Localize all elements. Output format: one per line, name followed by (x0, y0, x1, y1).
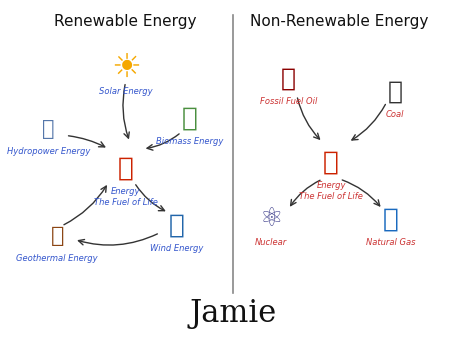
Text: 🍃: 🍃 (182, 106, 198, 132)
Text: Wind Energy: Wind Energy (150, 244, 204, 254)
Text: 💧: 💧 (383, 206, 399, 232)
Text: 🌧: 🌧 (42, 119, 55, 139)
Text: Non-Renewable Energy: Non-Renewable Energy (251, 14, 429, 29)
Text: Jamie: Jamie (189, 298, 276, 329)
Text: Hydropower Energy: Hydropower Energy (7, 147, 90, 156)
Text: 🌋: 🌋 (50, 226, 64, 246)
Text: Nuclear: Nuclear (255, 238, 287, 247)
Text: 🚂: 🚂 (388, 80, 403, 104)
Text: Geothermal Energy: Geothermal Energy (16, 255, 98, 264)
Text: 🔥: 🔥 (118, 156, 134, 182)
Text: ☀: ☀ (111, 52, 140, 85)
Text: The Fuel of Life: The Fuel of Life (94, 198, 158, 208)
Text: Energy: Energy (316, 181, 346, 190)
Text: The Fuel of Life: The Fuel of Life (299, 192, 363, 201)
Text: Fossil Fuel Oil: Fossil Fuel Oil (260, 97, 317, 106)
Text: ⚛: ⚛ (259, 206, 283, 232)
Text: 🌊: 🌊 (169, 213, 185, 239)
Text: Biomass Energy: Biomass Energy (156, 137, 224, 146)
Text: Energy: Energy (111, 188, 140, 196)
Text: Solar Energy: Solar Energy (99, 87, 153, 96)
Text: Coal: Coal (386, 110, 405, 119)
Text: 🔥: 🔥 (323, 149, 339, 175)
Text: Renewable Energy: Renewable Energy (54, 14, 197, 29)
Text: 🛢: 🛢 (281, 67, 296, 91)
Text: Natural Gas: Natural Gas (366, 238, 416, 247)
